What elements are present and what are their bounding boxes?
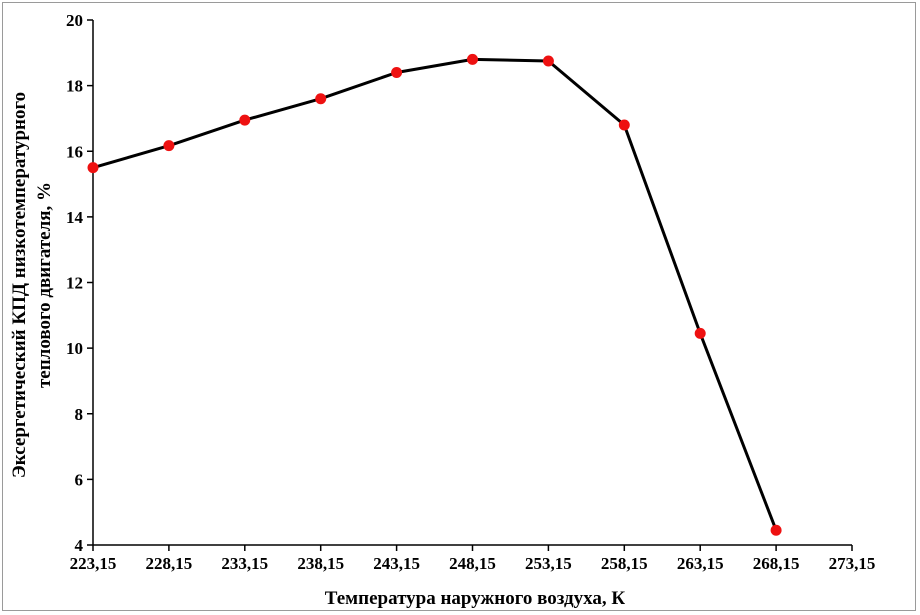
y-tick-label: 4 <box>75 536 84 555</box>
y-tick-label: 10 <box>66 339 83 358</box>
y-tick-label: 16 <box>66 142 83 161</box>
axes <box>92 20 852 546</box>
data-point <box>618 119 630 131</box>
x-tick-label: 273,15 <box>829 554 876 573</box>
ticks: 4 6 8 10 12 14 16 18 20 223,15 228,15 233,15 238,15 2… <box>66 11 875 573</box>
series-layer <box>87 53 782 536</box>
y-tick-label: 18 <box>66 77 83 96</box>
data-point <box>87 162 99 174</box>
x-tick-label: 243,15 <box>373 554 420 573</box>
x-tick-label: 253,15 <box>525 554 572 573</box>
x-tick-label: 258,15 <box>601 554 648 573</box>
series-line <box>92 57 778 531</box>
data-point <box>239 114 251 126</box>
x-tick-label: 223,15 <box>70 554 117 573</box>
y-axis-title-line-2: теплового двигателя, % <box>34 182 55 388</box>
data-point <box>694 327 706 339</box>
data-point <box>467 53 478 65</box>
y-tick-label: 14 <box>66 208 84 227</box>
x-tick-label: 248,15 <box>449 554 496 573</box>
data-point <box>391 67 403 78</box>
y-tick-label: 12 <box>66 274 83 293</box>
x-tick-label: 263,15 <box>677 554 724 573</box>
data-point <box>315 93 327 105</box>
data-point <box>163 140 175 152</box>
data-point <box>770 524 782 536</box>
x-axis-title: Температура наружного воздуха, К <box>325 588 626 609</box>
x-tick-label: 228,15 <box>146 554 193 573</box>
x-tick-label: 238,15 <box>297 554 344 573</box>
data-point <box>542 55 554 67</box>
y-axis-title-line-1: Эксергетический КПД низкотемпературного <box>9 92 30 478</box>
x-tick-label: 233,15 <box>221 554 268 573</box>
y-tick-label: 6 <box>75 470 84 489</box>
y-tick-label: 8 <box>75 405 84 424</box>
x-tick-label: 268,15 <box>753 554 800 573</box>
y-tick-label: 20 <box>66 11 83 30</box>
